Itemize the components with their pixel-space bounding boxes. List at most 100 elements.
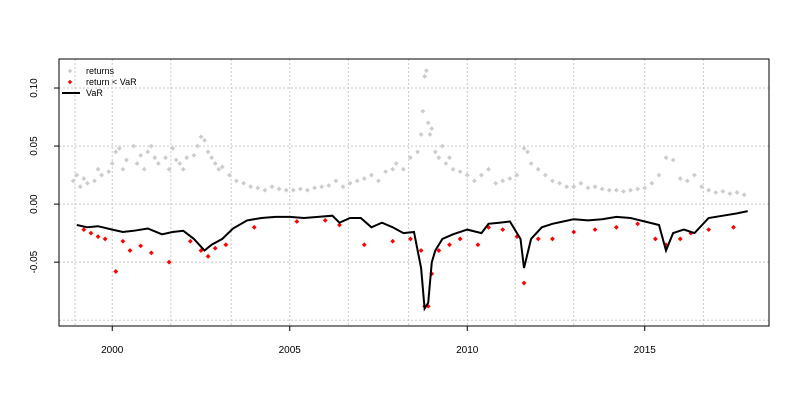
return-point [312, 185, 317, 191]
breach-point [120, 238, 126, 244]
breach-point [500, 227, 506, 233]
return-point [408, 155, 413, 161]
return-point [369, 172, 374, 178]
breach-point [166, 259, 172, 265]
return-point [677, 176, 683, 181]
return-point [628, 187, 633, 193]
return-point [145, 149, 151, 155]
return-point [234, 178, 239, 184]
return-point [216, 166, 222, 172]
return-point [621, 188, 626, 194]
return-point [521, 145, 527, 151]
breach-point [251, 224, 257, 230]
return-point [425, 120, 431, 126]
return-point [599, 186, 605, 192]
return-point [692, 172, 697, 178]
return-point [706, 187, 712, 193]
return-point [514, 172, 520, 178]
return-point [663, 155, 669, 161]
return-point [457, 169, 463, 175]
legend-label: VaR [86, 88, 103, 98]
legend-label: return < VaR [86, 77, 137, 87]
breach-point [322, 217, 328, 223]
return-point [81, 176, 87, 181]
return-point [109, 161, 115, 166]
returns-series [70, 68, 747, 198]
return-point [564, 184, 570, 190]
breach-point [571, 229, 577, 235]
breach-point [408, 236, 413, 242]
return-point [276, 186, 282, 192]
return-point [347, 180, 353, 186]
y-tick-label: 0.05 [29, 136, 40, 156]
return-point [138, 152, 144, 158]
x-tick-label: 2000 [101, 345, 124, 356]
x-tick-label: 2005 [279, 345, 302, 356]
return-point [415, 149, 420, 155]
return-point [734, 190, 740, 195]
return-point [400, 166, 406, 172]
return-point [92, 178, 97, 184]
grid [59, 59, 769, 326]
return-point [635, 186, 641, 192]
return-point [443, 161, 449, 166]
return-point [269, 184, 275, 190]
return-point [212, 161, 218, 166]
breach-point [88, 230, 94, 236]
return-point [528, 161, 534, 166]
return-point [479, 172, 484, 178]
return-point [198, 134, 204, 140]
return-point [450, 166, 456, 172]
return-point [557, 180, 562, 186]
return-point [642, 185, 648, 191]
x-axis: 2000 2005 2010 2015 [101, 325, 656, 356]
return-point [429, 126, 435, 132]
breach-point [148, 250, 154, 256]
y-tick-label: -0.05 [29, 250, 40, 273]
return-point [418, 132, 424, 137]
return-point [141, 166, 147, 172]
return-point [131, 143, 136, 149]
return-point [340, 184, 346, 190]
var-series [76, 210, 748, 312]
return-point [152, 155, 158, 161]
breach-point [706, 227, 712, 233]
return-point [202, 137, 207, 143]
return-point [116, 145, 122, 151]
return-point [305, 187, 310, 193]
return-point [134, 161, 140, 166]
breach-point [294, 219, 300, 224]
return-point [173, 157, 179, 163]
legend-label: returns [86, 66, 115, 76]
return-point [166, 166, 172, 172]
return-point [227, 172, 232, 178]
return-point [592, 184, 598, 190]
return-point [177, 161, 183, 166]
var-line [76, 210, 748, 312]
return-point [699, 184, 704, 190]
return-point [464, 172, 470, 178]
breach-point [521, 280, 527, 286]
breach-point [212, 245, 218, 251]
return-point [656, 172, 662, 178]
return-point [420, 108, 426, 114]
return-point [191, 152, 197, 158]
breach-point [113, 269, 119, 274]
return-point [500, 178, 506, 184]
return-point [77, 184, 83, 190]
breach-point [337, 222, 342, 228]
return-point [255, 185, 261, 191]
return-point [436, 155, 442, 161]
return-point [424, 68, 429, 74]
return-point [447, 155, 452, 161]
return-point [163, 155, 168, 161]
return-point [427, 132, 433, 137]
return-point [170, 145, 175, 151]
return-point [219, 164, 225, 170]
breach-point [187, 238, 193, 244]
return-point [535, 166, 541, 172]
x-tick-label: 2010 [456, 345, 479, 356]
return-point [361, 176, 367, 181]
return-point [283, 187, 289, 193]
